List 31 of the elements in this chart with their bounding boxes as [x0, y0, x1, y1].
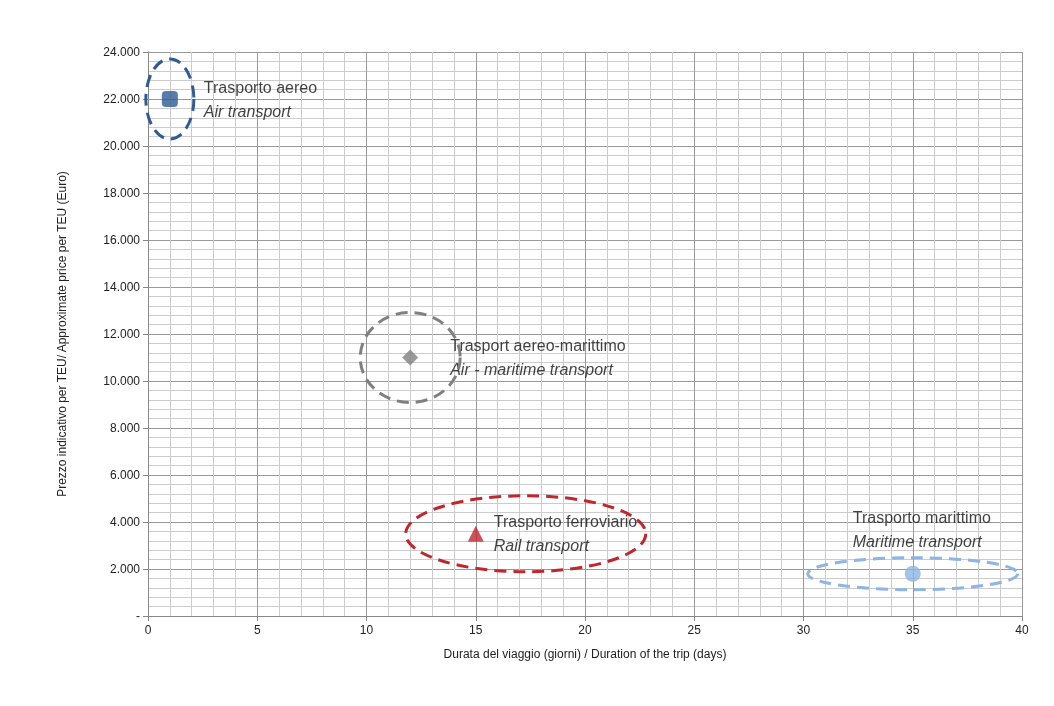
y-tick-label: 22.000: [103, 92, 141, 106]
x-tick-label: 10: [359, 623, 374, 637]
point: [904, 565, 921, 582]
y-tick-label: 12.000: [103, 327, 141, 341]
y-tick-label: 10.000: [103, 374, 141, 388]
y-tick-label: 8.000: [109, 421, 141, 435]
y-tick-label: 16.000: [103, 233, 141, 247]
x-tick-label: 15: [469, 623, 483, 637]
y-axis-title: Prezzo indicativo per TEU/ Approximate price per TEU (Euro): [55, 171, 69, 497]
x-tick-label: 0: [144, 623, 152, 637]
x-tick-label: 5: [253, 623, 261, 637]
y-tick-label: 2.000: [109, 562, 141, 576]
y-tick-label: -: [136, 609, 140, 623]
x-axis-title: Durata del viaggio (giorni) / Duration of the trip (days): [443, 647, 727, 661]
x-tick-label: 40: [1015, 623, 1029, 637]
series-label: Trasporto aereo Air transport: [202, 78, 318, 120]
series-label: Trasport aereo-marittimo Air - maritime transport: [449, 337, 626, 378]
y-tick-label: 20.000: [103, 139, 141, 153]
point: [161, 91, 178, 107]
y-tick-label: 24.000: [103, 45, 141, 59]
y-tick-label: 18.000: [103, 186, 141, 200]
x-tick-label: 20: [578, 623, 592, 637]
y-tick-label: 14.000: [103, 280, 141, 294]
x-tick-label: 35: [906, 623, 920, 637]
y-tick-label: 6.000: [109, 468, 141, 482]
x-tick-label: 25: [687, 623, 702, 637]
text: Trasporto marittimo Maritime transport: [852, 509, 991, 551]
point: [467, 525, 484, 542]
y-tick-label: 4.000: [109, 515, 141, 529]
x-tick-label: 30: [796, 623, 811, 637]
series-label: Trasporto ferroviario Rail transport: [493, 513, 638, 555]
